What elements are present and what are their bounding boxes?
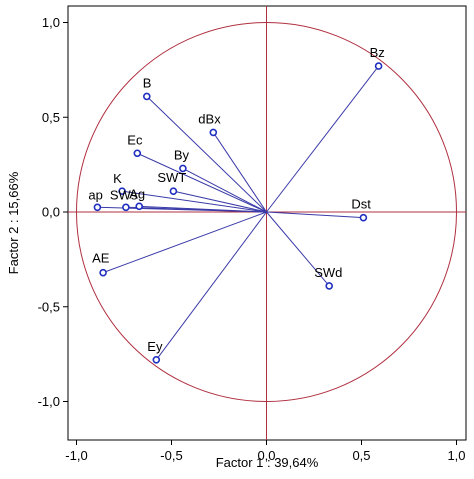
loading-points [93,62,383,364]
point-bz [374,62,383,70]
point-b [143,92,151,101]
point-label-by: By [174,147,190,162]
point-label-ey: Ey [147,339,163,354]
point-by [179,164,187,173]
point-label-dbx: dBx [198,111,221,126]
vector-k [122,190,267,213]
point-dst [359,213,368,222]
y-tick-label: -0,5 [38,299,60,314]
vector-dst [266,211,364,219]
point-swd [325,282,334,290]
vector-ey [155,211,267,361]
plot-area [67,5,467,441]
point-ec [133,149,142,158]
point-label-bz: Bz [370,45,385,60]
point-label-k: K [113,171,122,186]
point-ap [93,203,102,212]
vector-ec [137,152,267,213]
x-tick-label: 0,0 [257,448,275,463]
point-label-ap: ap [88,187,102,202]
loading-vectors [97,65,379,361]
axis-ticks: -1,0 -0,5 0,0 0,5 1,0 -1,0 -0,5 0,0 0,5 1,0 [38,15,466,463]
point-label-swt: SWT [157,170,186,185]
point-label-swd: SWd [314,265,342,280]
point-ey [152,356,161,364]
x-tick-label: -0,5 [160,448,182,463]
point-ae [99,268,107,277]
x-axis-title: Factor 1 : 39,64% [216,455,319,470]
vector-by [182,167,267,213]
point-dbx [209,128,218,137]
vector-ae [102,211,267,274]
x-tick-label: 1,0 [447,448,465,463]
y-axis-title: Factor 2 : 15,66% [6,171,21,274]
point-label-ag: Ag [129,186,145,201]
point-label-ec: Ec [127,132,143,147]
x-tick-label: -1,0 [65,448,87,463]
y-tick-label: 1,0 [42,15,60,30]
point-sws [122,203,130,212]
point-k [118,187,126,195]
vector-dbx [212,132,267,213]
point-ag [135,202,143,211]
vector-ag [139,205,267,213]
point-label-b: B [143,75,152,90]
point-swt [169,187,178,195]
vector-swd [266,211,330,287]
x-tick-label: 0,5 [352,448,370,463]
point-label-sws: SWs [110,187,138,202]
y-tick-label: -1,0 [38,394,60,409]
y-tick-label: 0,0 [42,205,60,220]
point-label-dst: Dst [351,197,371,212]
y-tick-label: 0,5 [42,110,60,125]
point-label-ae: AE [92,251,110,266]
vector-swt [173,190,267,213]
vector-b [146,96,267,213]
vector-bz [266,65,379,213]
